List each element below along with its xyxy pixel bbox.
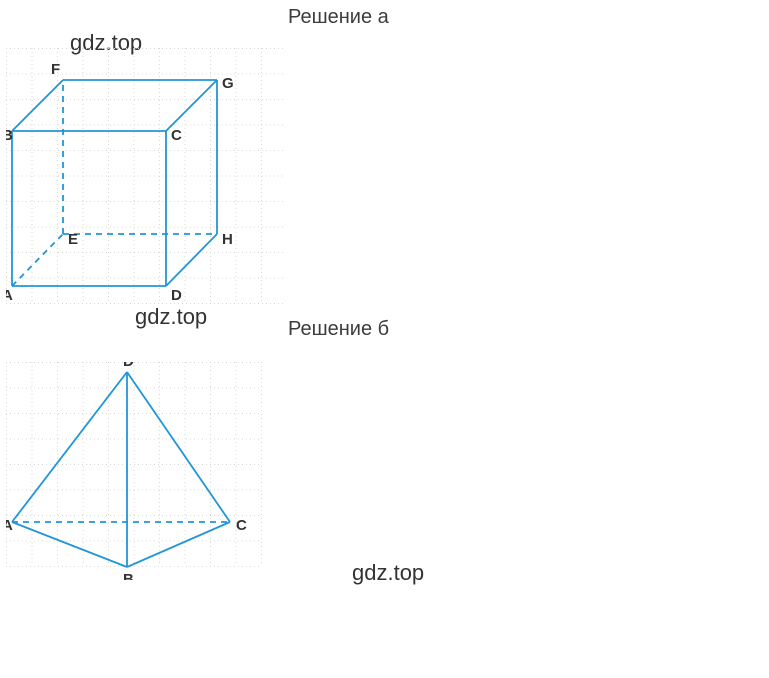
watermark-2: gdz.top bbox=[135, 304, 207, 330]
cube-figure: A D E H B C F G bbox=[6, 48, 286, 304]
watermark-3: gdz.top bbox=[352, 560, 424, 586]
svg-text:D: D bbox=[171, 287, 182, 304]
svg-text:C: C bbox=[236, 517, 247, 534]
svg-text:B: B bbox=[6, 127, 13, 144]
svg-text:D: D bbox=[123, 362, 134, 370]
svg-text:C: C bbox=[171, 127, 182, 144]
pyramid-figure: A B C D bbox=[6, 362, 266, 580]
svg-text:G: G bbox=[222, 75, 234, 92]
svg-text:H: H bbox=[222, 231, 233, 248]
svg-text:F: F bbox=[51, 61, 60, 78]
svg-text:B: B bbox=[123, 571, 134, 580]
svg-text:A: A bbox=[6, 517, 13, 534]
svg-text:A: A bbox=[6, 287, 13, 304]
svg-text:E: E bbox=[68, 231, 78, 248]
title-b: Решение б bbox=[288, 318, 389, 341]
title-a: Решение а bbox=[288, 6, 389, 29]
